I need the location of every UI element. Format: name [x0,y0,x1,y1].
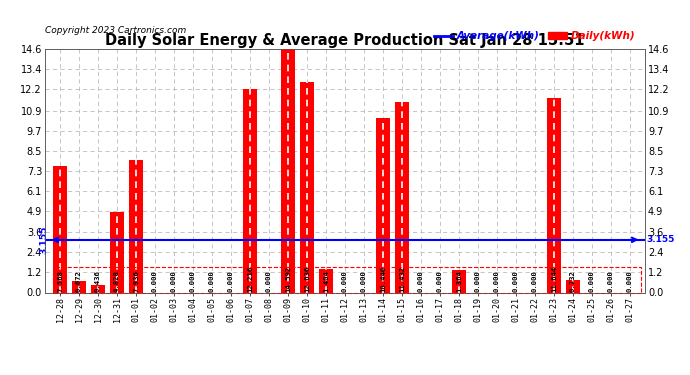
Text: 10.440: 10.440 [380,266,386,292]
Text: 0.000: 0.000 [513,270,519,292]
Bar [91,285,105,292]
Text: 0.000: 0.000 [418,270,424,292]
Text: 0.000: 0.000 [494,270,500,292]
Bar [566,280,580,292]
Bar [300,81,314,292]
Text: 0.000: 0.000 [475,270,481,292]
Text: 0.000: 0.000 [627,270,633,292]
Text: 1.404: 1.404 [323,270,329,292]
Text: 0.436: 0.436 [95,270,101,292]
Text: 0.000: 0.000 [532,270,538,292]
Text: 12.216: 12.216 [247,266,253,292]
Bar [281,49,295,292]
Bar [319,269,333,292]
Text: 14.592: 14.592 [285,266,291,292]
Text: 3.155: 3.155 [39,226,48,254]
Text: 0.000: 0.000 [608,270,614,292]
Text: 0.000: 0.000 [266,270,272,292]
Bar [395,102,409,292]
Text: 0.000: 0.000 [228,270,234,292]
Text: 3.155: 3.155 [646,236,674,244]
Text: 1.364: 1.364 [456,270,462,292]
Text: 0.000: 0.000 [342,270,348,292]
Text: 11.644: 11.644 [551,266,557,292]
Text: 0.000: 0.000 [589,270,595,292]
Bar [52,267,641,293]
Text: 7.568: 7.568 [57,270,63,292]
Text: 0.000: 0.000 [209,270,215,292]
Bar [110,212,124,292]
Text: 0.000: 0.000 [152,270,158,292]
Bar [72,281,86,292]
Bar [129,160,143,292]
Text: 4.828: 4.828 [114,270,120,292]
Text: 11.432: 11.432 [399,266,405,292]
Text: Copyright 2023 Cartronics.com: Copyright 2023 Cartronics.com [45,26,186,35]
Bar [547,98,561,292]
Text: 0.000: 0.000 [437,270,443,292]
Text: 12.636: 12.636 [304,266,310,292]
Text: 0.732: 0.732 [570,270,576,292]
Text: 7.936: 7.936 [133,270,139,292]
Text: 0.000: 0.000 [171,270,177,292]
Bar [53,166,67,292]
Text: 0.672: 0.672 [76,270,82,292]
Text: 0.000: 0.000 [190,270,196,292]
Bar [376,118,390,292]
Bar [452,270,466,292]
Text: 0.000: 0.000 [361,270,367,292]
Title: Daily Solar Energy & Average Production Sat Jan 28 15:51: Daily Solar Energy & Average Production … [106,33,584,48]
Bar [243,88,257,292]
Legend: Average(kWh), Daily(kWh): Average(kWh), Daily(kWh) [430,27,640,45]
